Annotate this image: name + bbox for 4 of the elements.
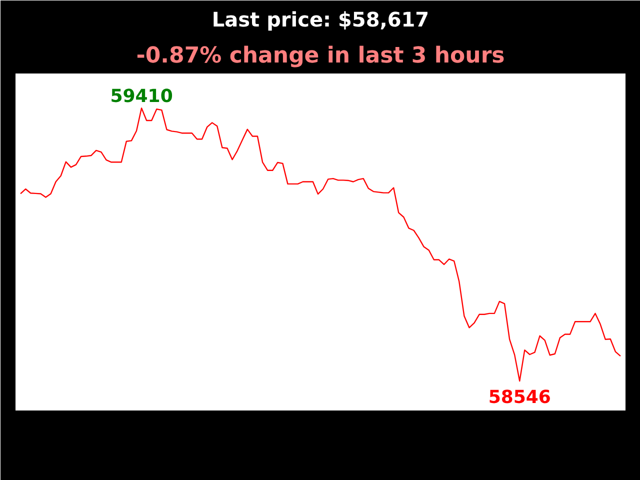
chart-subtitle: -0.87% change in last 3 hours (136, 44, 505, 68)
chart-title: Last price: $58,617 (212, 8, 430, 32)
data-label: 58546 (488, 387, 551, 408)
data-label: 59410 (110, 86, 173, 108)
